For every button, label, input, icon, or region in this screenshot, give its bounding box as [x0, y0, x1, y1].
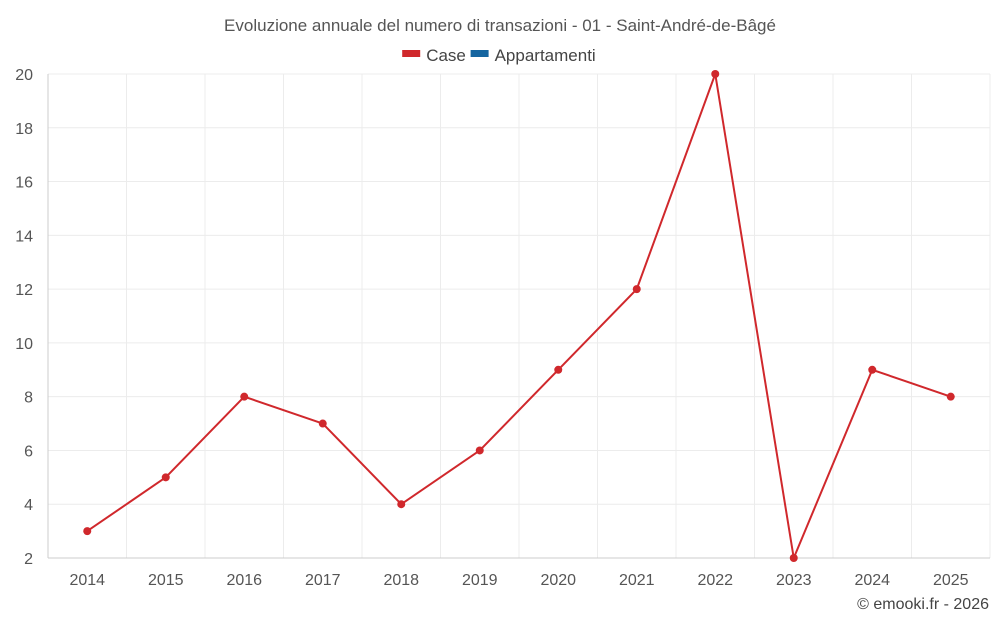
- data-point[interactable]: [83, 527, 92, 536]
- chart-title: Evoluzione annuale del numero di transaz…: [224, 16, 776, 35]
- x-axis: 2014 2015 2016 2017 2018 2019 2020 2021 2022 2023…: [48, 557, 990, 589]
- y-tick-label: 14: [15, 228, 33, 245]
- series-layer: [83, 70, 955, 562]
- x-tick-label: 2014: [69, 572, 105, 589]
- data-point[interactable]: [711, 70, 720, 78]
- x-tick-label: 2015: [148, 572, 184, 589]
- data-point[interactable]: [868, 365, 877, 374]
- data-point[interactable]: [946, 392, 955, 401]
- x-tick-label: 2022: [697, 572, 733, 589]
- x-tick-label: 2018: [383, 572, 419, 589]
- x-tick-label: 2016: [226, 572, 262, 589]
- data-point[interactable]: [240, 392, 249, 401]
- x-tick-label: 2017: [305, 572, 341, 589]
- x-tick-label: 2019: [462, 572, 498, 589]
- x-tick-label: 2021: [619, 572, 655, 589]
- x-tick-label: 2023: [776, 572, 812, 589]
- y-axis: 2 4 6 8 10 12 14 16 18 20: [15, 67, 49, 568]
- grid: [47, 73, 991, 559]
- data-point[interactable]: [554, 365, 563, 374]
- legend[interactable]: Case Appartamenti: [402, 46, 596, 65]
- y-tick-label: 12: [15, 282, 33, 299]
- data-point[interactable]: [475, 446, 484, 455]
- data-point[interactable]: [632, 285, 641, 294]
- data-point[interactable]: [161, 473, 170, 482]
- y-tick-label: 16: [15, 175, 33, 192]
- x-tick-label: 2024: [854, 572, 890, 589]
- y-tick-label: 18: [15, 121, 33, 138]
- legend-label: Case: [426, 46, 466, 65]
- legend-label: Appartamenti: [495, 46, 596, 65]
- y-tick-label: 10: [15, 336, 33, 353]
- y-tick-label: 20: [15, 67, 33, 84]
- y-tick-label: 6: [24, 443, 33, 460]
- x-tick-label: 2020: [540, 572, 576, 589]
- series-line: [86, 73, 952, 559]
- y-tick-label: 8: [24, 390, 33, 407]
- x-tick-label: 2025: [933, 572, 969, 589]
- legend-swatch: [470, 50, 489, 57]
- data-point[interactable]: [318, 419, 327, 428]
- series-case: [83, 70, 955, 562]
- data-point[interactable]: [397, 500, 406, 509]
- legend-item-appartamenti[interactable]: Appartamenti: [470, 46, 596, 65]
- y-tick-label: 4: [24, 497, 33, 514]
- legend-item-case[interactable]: Case: [402, 46, 466, 65]
- legend-swatch: [402, 50, 421, 57]
- data-point[interactable]: [789, 554, 798, 562]
- credit-text: © emooki.fr - 2026: [857, 596, 989, 613]
- y-tick-label: 2: [24, 551, 33, 568]
